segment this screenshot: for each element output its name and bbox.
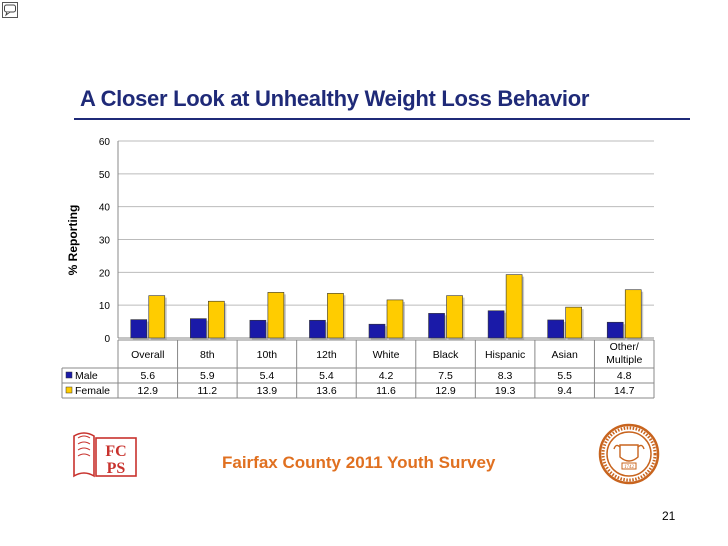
bar-male — [606, 321, 624, 339]
category-label: Hispanic — [485, 349, 525, 361]
legend-key-male — [65, 371, 73, 379]
data-label-male: 5.9 — [200, 370, 215, 382]
data-label-female: 12.9 — [138, 385, 159, 397]
bar-male — [309, 319, 326, 339]
bar-chart: 0 10 20 30 40 50 60 % Reporting Overall 8th 10th 12… — [61, 137, 655, 399]
bar-male — [487, 310, 505, 339]
data-label-male: 8.3 — [498, 370, 513, 382]
category-label: Asian — [552, 349, 578, 361]
page-number: 21 — [662, 509, 676, 523]
title-underline — [74, 118, 690, 120]
data-label-male: 7.5 — [438, 370, 453, 382]
bar-female — [386, 299, 404, 339]
bar-male — [190, 318, 207, 339]
bar-female — [565, 306, 582, 339]
bar-male — [249, 319, 267, 339]
data-label-female: 19.3 — [495, 385, 516, 397]
data-label-male: 4.8 — [617, 370, 632, 382]
bar-male — [428, 313, 445, 339]
bar-female — [267, 292, 285, 339]
bar-male — [547, 319, 564, 339]
data-label-male: 5.4 — [319, 370, 334, 382]
y-tick-label: 60 — [99, 137, 111, 148]
data-label-female: 14.7 — [614, 385, 635, 397]
y-tick-label: 30 — [99, 236, 111, 247]
bar-female — [624, 289, 642, 339]
category-label: White — [373, 349, 400, 361]
data-label-male: 5.5 — [557, 370, 572, 382]
legend-label-female: Female — [75, 385, 110, 397]
data-label-female: 13.6 — [316, 385, 337, 397]
speech-bubble-icon[interactable] — [2, 2, 18, 18]
bar-male — [368, 323, 386, 339]
fcps-logo: FC PS — [73, 432, 137, 478]
y-tick-label: 0 — [104, 334, 110, 345]
county-seal: 1742 — [598, 423, 660, 485]
bar-female — [327, 293, 344, 339]
y-tick-label: 50 — [99, 170, 111, 181]
data-label-male: 5.4 — [260, 370, 275, 382]
data-label-female: 11.6 — [376, 385, 396, 397]
data-label-male: 4.2 — [379, 370, 394, 382]
data-label-female: 11.2 — [197, 385, 217, 397]
y-tick-label: 10 — [99, 301, 111, 312]
bar-female — [148, 295, 166, 339]
category-label: 8th — [200, 349, 215, 361]
bar-female — [446, 295, 463, 339]
logo-text-top: FC — [105, 443, 126, 460]
category-label: Multiple — [606, 354, 642, 366]
survey-footer: Fairfax County 2011 Youth Survey — [222, 453, 496, 472]
category-label: Other/ — [610, 341, 639, 353]
legend-key-female — [65, 386, 73, 394]
category-label: 12th — [316, 349, 337, 361]
bar-female — [208, 300, 225, 339]
data-label-female: 9.4 — [557, 385, 572, 397]
logo-text-bottom: PS — [107, 460, 126, 477]
bar-female — [505, 274, 523, 339]
category-label: 10th — [257, 349, 278, 361]
y-tick-label: 20 — [99, 268, 111, 279]
data-label-female: 13.9 — [257, 385, 278, 397]
legend-label-male: Male — [75, 370, 98, 382]
category-label: Black — [433, 349, 459, 361]
y-axis-title: % Reporting — [66, 205, 80, 276]
seal-year: 1742 — [624, 465, 635, 470]
y-tick-label: 40 — [99, 203, 111, 214]
data-label-male: 5.6 — [140, 370, 155, 382]
slide-title: A Closer Look at Unhealthy Weight Loss B… — [80, 86, 590, 111]
data-label-female: 12.9 — [435, 385, 456, 397]
bar-male — [130, 319, 148, 339]
category-label: Overall — [131, 349, 164, 361]
